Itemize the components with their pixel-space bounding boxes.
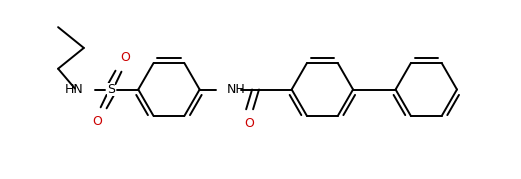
Text: O: O	[120, 51, 130, 64]
Text: O: O	[244, 117, 254, 130]
Text: O: O	[92, 115, 102, 128]
Text: HN: HN	[65, 83, 84, 96]
Text: NH: NH	[227, 83, 245, 96]
Text: S: S	[107, 83, 115, 96]
